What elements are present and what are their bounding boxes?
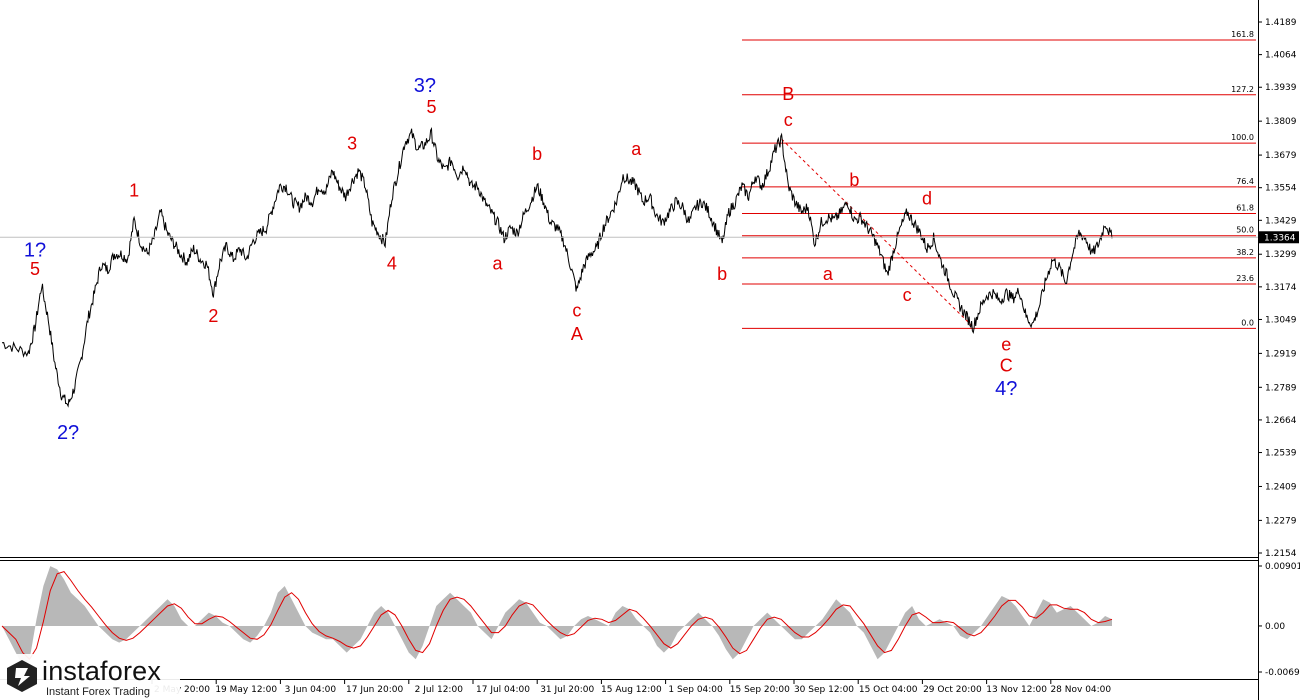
time-tick-label: 1 Sep 04:00: [668, 685, 723, 695]
price-tick-label: 1.3809: [1265, 117, 1297, 127]
price-tick-label: 1.3939: [1265, 83, 1297, 93]
time-tick-label: 3 Jun 04:00: [285, 685, 337, 695]
wave-label: 2: [208, 306, 218, 326]
time-tick-label: 2 Jul 12:00: [415, 685, 464, 695]
wave-label: A: [571, 324, 583, 344]
price-tick-label: 1.2539: [1265, 449, 1297, 459]
wave-label: b: [532, 144, 542, 164]
time-tick-label: 15 Oct 04:00: [859, 685, 918, 695]
wave-label: 4: [387, 254, 397, 274]
wave-label: a: [631, 139, 642, 159]
price-tick-label: 1.2409: [1265, 482, 1297, 492]
price-tick-label: 1.3049: [1265, 315, 1297, 325]
price-line: [1, 126, 1113, 408]
time-tick-label: 28 Nov 04:00: [1050, 685, 1111, 695]
current-price-label: 1.3364: [1264, 233, 1296, 243]
price-tick-label: 1.3174: [1265, 283, 1297, 293]
time-tick-label: 17 Jun 20:00: [346, 685, 403, 695]
time-tick-label: 15 Sep 20:00: [730, 685, 790, 695]
fib-trend-line: [781, 138, 974, 328]
wave-label: b: [849, 170, 859, 190]
fib-level-label: 23.6: [1236, 274, 1254, 283]
wave-label: e: [1001, 335, 1011, 355]
indicator-pane: [1, 566, 1113, 666]
wave-label: 4?: [995, 378, 1017, 400]
wave-label: 1: [129, 181, 139, 201]
current-price-marker: 1.3364: [0, 231, 1299, 244]
wave-label: 5: [30, 259, 40, 279]
time-tick-label: 2 May 20:00: [154, 685, 210, 695]
wave-label: c: [572, 301, 581, 321]
fib-level-label: 38.2: [1236, 248, 1254, 257]
indicator-tick-label: 0.00901: [1265, 562, 1300, 572]
time-axis: 2 May 20:00 19 May 12:00 3 Jun 04:00 17 Jun…: [151, 680, 1111, 695]
time-tick-label: 29 Oct 20:00: [923, 685, 982, 695]
time-tick-label: 19 May 12:00: [215, 685, 277, 695]
wave-label: 1?: [24, 240, 46, 262]
price-tick-label: 1.2154: [1265, 549, 1297, 559]
wave-label: a: [493, 254, 504, 274]
price-tick-label: 1.3299: [1265, 250, 1297, 260]
wave-label: C: [1000, 355, 1013, 375]
instaforex-logo: instaforex Instant Forex Trading: [0, 654, 180, 700]
wave-label: 3: [347, 134, 357, 154]
indicator-tick-label: 0.00: [1265, 622, 1285, 632]
price-tick-label: 1.2664: [1265, 416, 1297, 426]
time-tick-label: 31 Jul 20:00: [540, 685, 594, 695]
price-tick-label: 1.2789: [1265, 383, 1297, 393]
logo-tagline: Instant Forex Trading: [46, 686, 150, 698]
indicator-signal-line: [1, 571, 1113, 660]
price-tick-label: 1.4064: [1265, 51, 1297, 61]
wave-label: a: [823, 264, 834, 284]
time-tick-label: 15 Aug 12:00: [601, 685, 662, 695]
time-tick-label: 13 Nov 12:00: [986, 685, 1047, 695]
price-tick-label: 1.3679: [1265, 151, 1297, 161]
price-tick-label: 1.3429: [1265, 216, 1297, 226]
time-tick-label: 30 Sep 12:00: [794, 685, 854, 695]
price-tick-label: 1.2279: [1265, 516, 1297, 526]
wave-label: 5: [426, 97, 436, 117]
fib-level-label: 0.0: [1241, 318, 1254, 327]
price-tick-label: 1.3554: [1265, 184, 1297, 194]
wave-label: b: [717, 264, 727, 284]
fib-level-label: 50.0: [1236, 226, 1254, 235]
fib-level-label: 61.8: [1236, 204, 1254, 213]
wave-label: B: [782, 84, 794, 104]
instaforex-logo-icon: [7, 660, 37, 692]
current-price-box: [1259, 231, 1299, 244]
price-tick-label: 1.2919: [1265, 349, 1297, 359]
fibonacci-levels: 161.8 127.2 100.0 76.4 61.8 50.0 38.2 23.6 0.0: [742, 30, 1256, 329]
price-tick-label: 1.4189: [1265, 18, 1297, 28]
fib-level-label: 100.0: [1231, 133, 1254, 142]
time-tick-label: 17 Jul 04:00: [476, 685, 530, 695]
wave-label: c: [784, 110, 793, 130]
wave-label: 3?: [414, 75, 436, 97]
wave-label: 2?: [57, 422, 79, 444]
price-series: [1, 126, 1113, 408]
fib-level-label: 76.4: [1236, 177, 1254, 186]
logo-name: instaforex: [42, 656, 162, 686]
fib-level-label: 127.2: [1231, 85, 1254, 94]
indicator-histogram: [2, 566, 1112, 666]
fib-level-label: 161.8: [1231, 30, 1254, 39]
wave-label: c: [903, 285, 912, 305]
price-axis: 1.4189 1.4064 1.3939 1.3809 1.3679 1.3554 1.34…: [1258, 18, 1297, 559]
wave-label: d: [922, 188, 932, 208]
